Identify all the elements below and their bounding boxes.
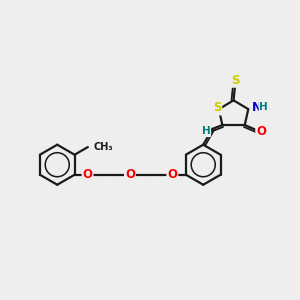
Text: S: S bbox=[231, 74, 239, 87]
Text: O: O bbox=[256, 125, 266, 138]
Text: N: N bbox=[252, 101, 262, 114]
Text: H: H bbox=[259, 102, 268, 112]
Text: CH₃: CH₃ bbox=[94, 142, 113, 152]
Text: S: S bbox=[213, 101, 221, 115]
Text: H: H bbox=[202, 126, 210, 136]
Text: O: O bbox=[167, 168, 177, 181]
Text: O: O bbox=[82, 168, 92, 181]
Text: O: O bbox=[125, 168, 135, 181]
